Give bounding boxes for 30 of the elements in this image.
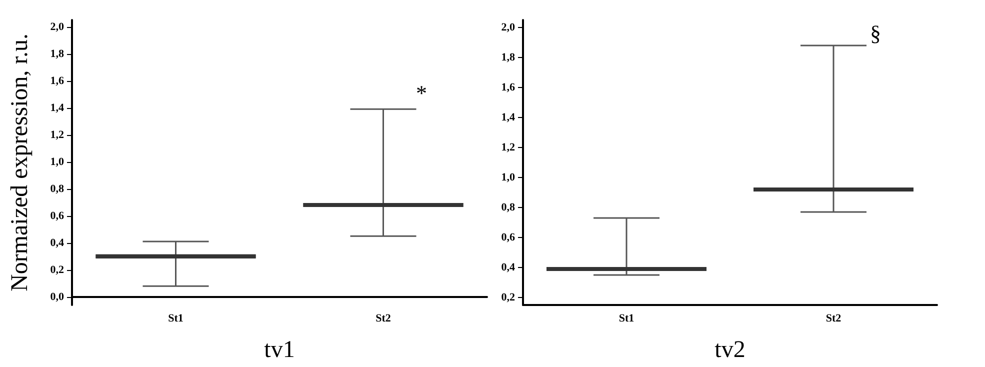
y-tick-label: 1,2 xyxy=(501,142,516,154)
y-tick-label: 1,6 xyxy=(50,74,64,87)
y-tick-label: 0,6 xyxy=(501,232,516,244)
x-axis-title: tv2 xyxy=(714,337,746,363)
y-tick-label: 1,4 xyxy=(50,102,64,114)
y-tick-label: 0,0 xyxy=(50,290,64,303)
y-tick-label: 1,6 xyxy=(501,82,516,94)
y-tick-label: 0,4 xyxy=(501,262,516,274)
x-tick-label: St1 xyxy=(168,312,184,324)
annotation: * xyxy=(416,80,427,106)
x-tick-label: St2 xyxy=(826,312,842,324)
x-axis-title: tv1 xyxy=(264,337,295,363)
y-tick-label: 1,8 xyxy=(50,48,64,60)
y-tick-label: 0,8 xyxy=(501,202,516,214)
y-tick-label: 1,0 xyxy=(501,172,516,184)
y-tick-label: 1,2 xyxy=(50,128,64,141)
y-tick-label: 2,0 xyxy=(501,22,516,34)
y-tick-label: 0,6 xyxy=(50,210,64,222)
x-tick-label: St1 xyxy=(618,312,634,324)
y-tick-label: 0,4 xyxy=(50,236,64,249)
y-tick-label: 0,2 xyxy=(50,264,64,276)
y-tick-label: 1,0 xyxy=(50,156,64,168)
y-tick-label: 2,0 xyxy=(50,20,64,33)
y-axis-title: Normaized expression, r.u. xyxy=(7,34,33,292)
x-tick-label: St2 xyxy=(376,312,392,324)
y-tick-label: 1,4 xyxy=(501,112,516,124)
y-tick-label: 0,2 xyxy=(501,292,516,304)
annotation: § xyxy=(870,20,881,46)
y-tick-label: 0,8 xyxy=(50,182,64,195)
y-tick-label: 1,8 xyxy=(501,52,516,64)
